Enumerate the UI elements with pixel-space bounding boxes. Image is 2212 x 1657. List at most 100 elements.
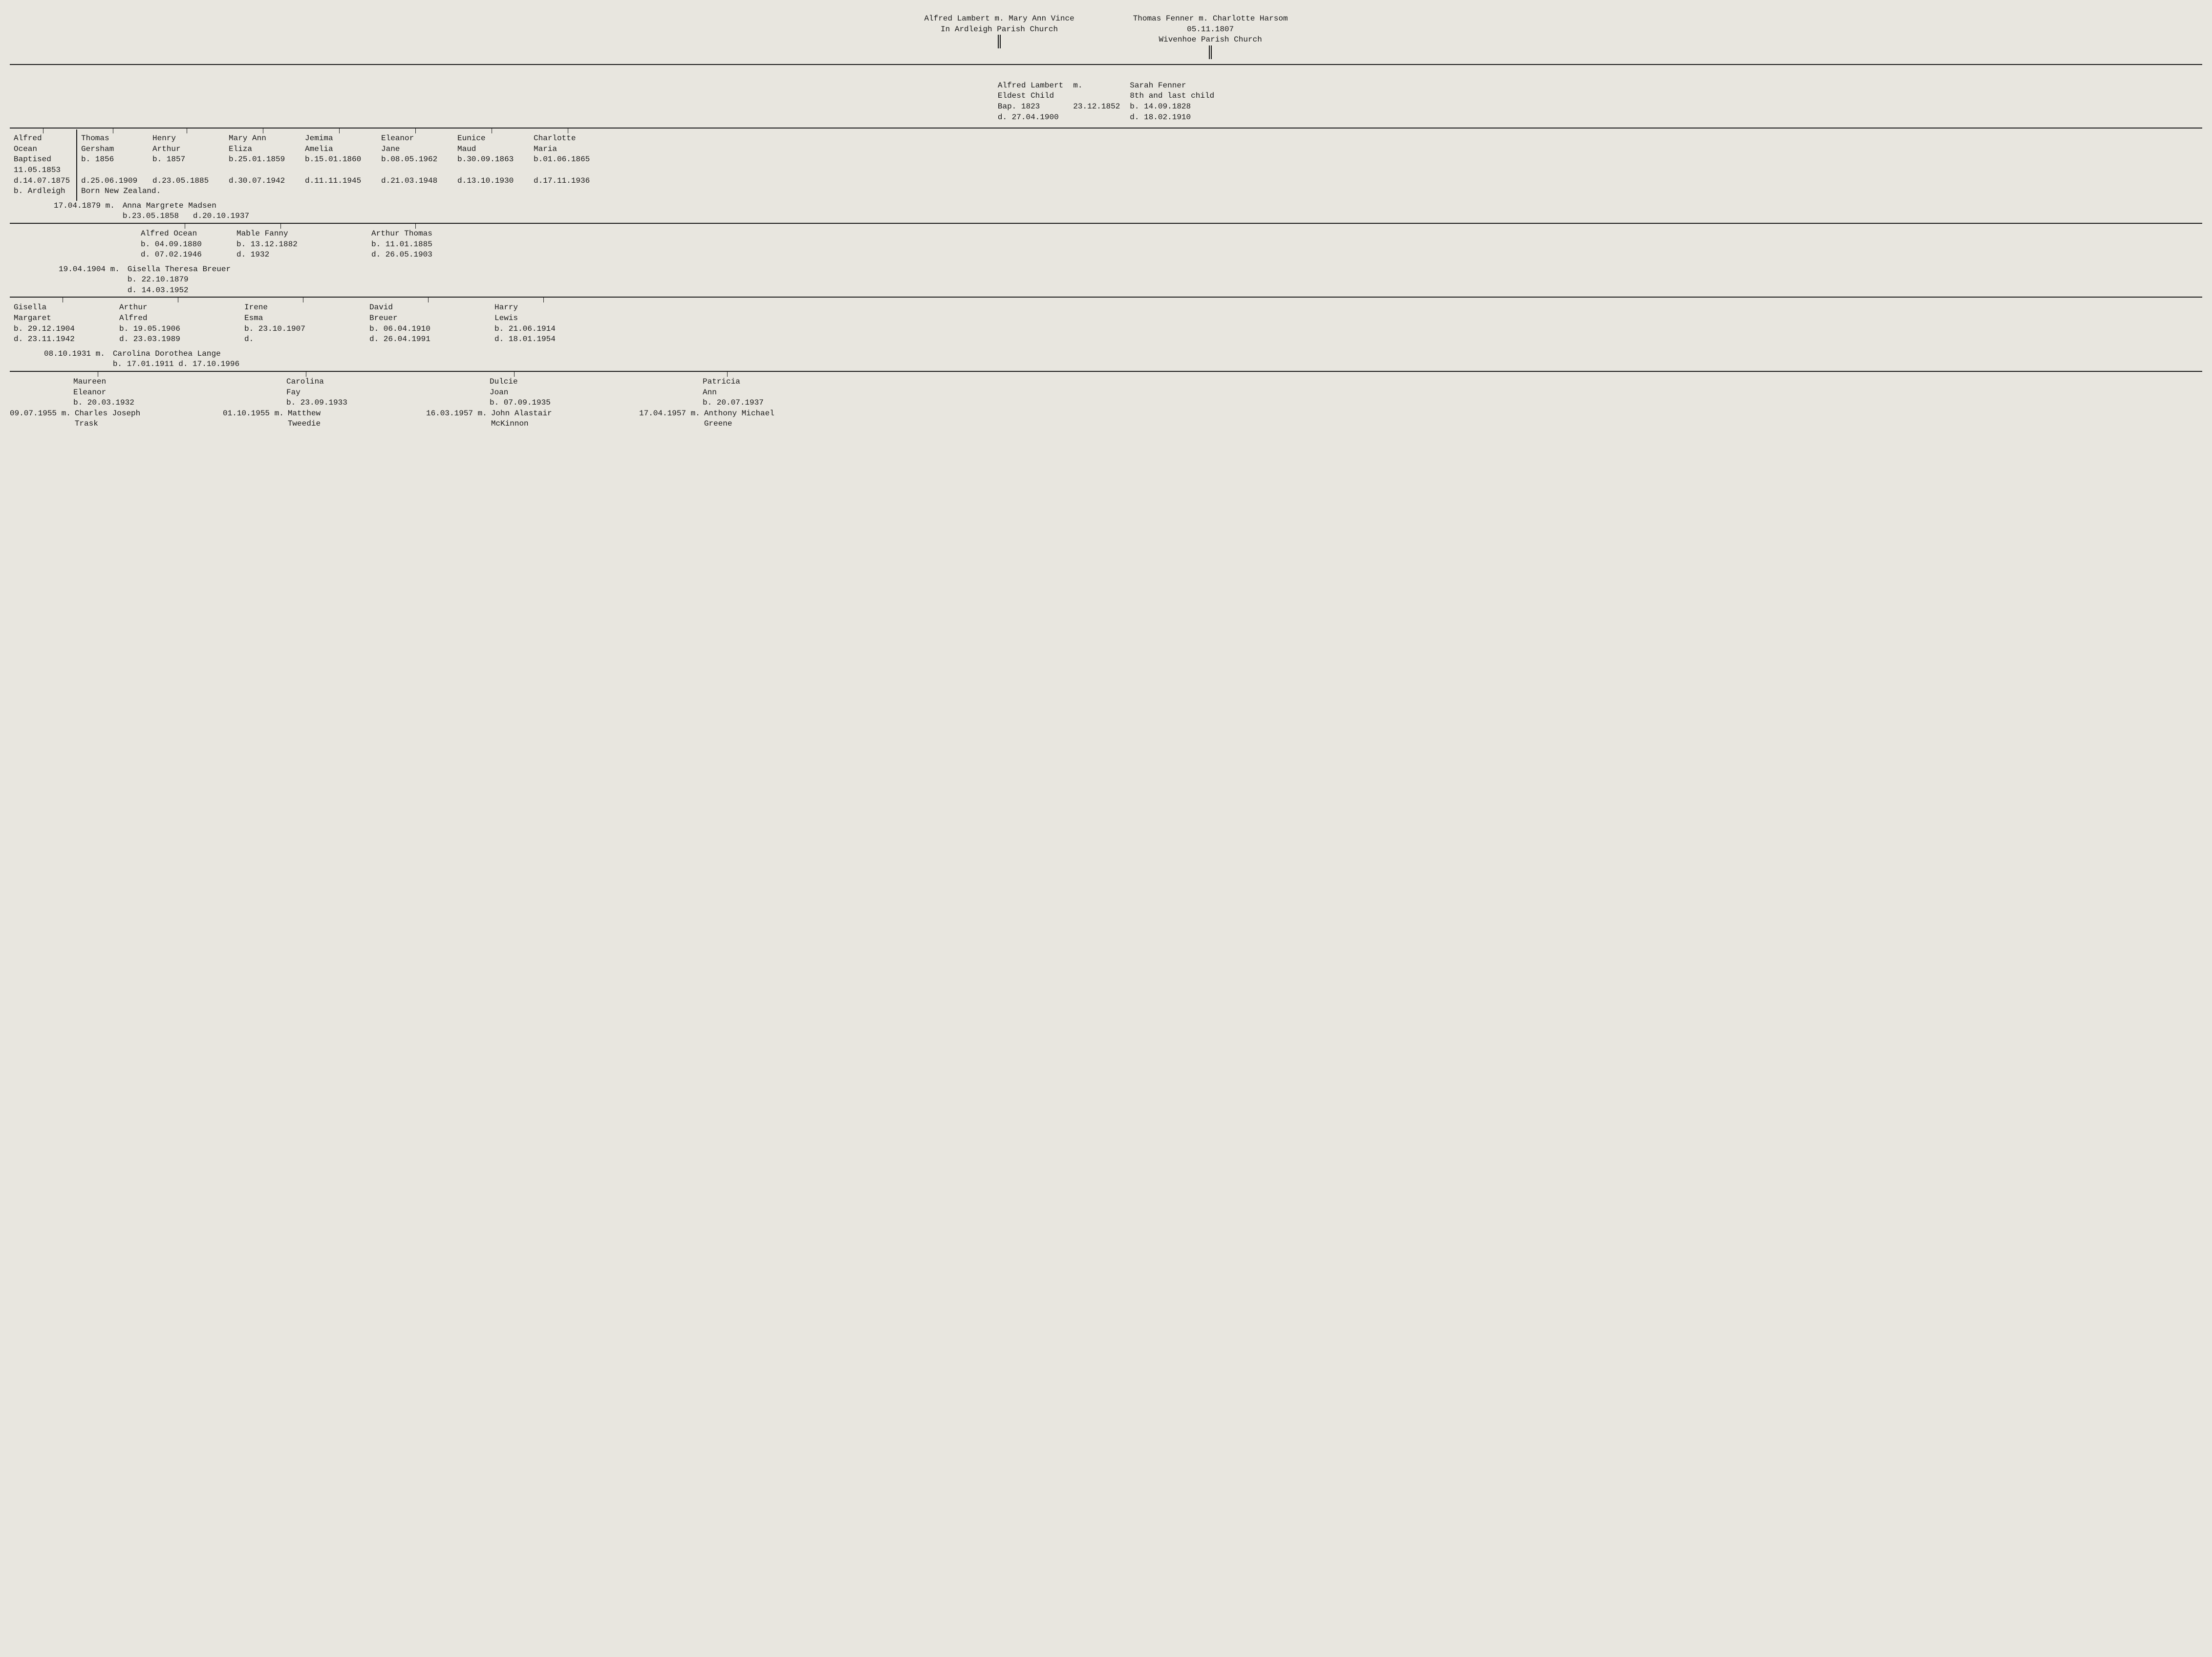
person-name: Mable Fanny: [236, 229, 324, 239]
person-name2: Eliza: [229, 144, 297, 155]
spouse-name1: Matthew: [288, 409, 321, 419]
gen6-person: Dulcie Joan b. 07.09.1935 16.03.1957 m. …: [426, 377, 639, 430]
marriage-date: 09.07.1955 m.: [10, 409, 71, 419]
person-death: d.17.11.1936: [534, 176, 602, 187]
gen3-person: Thomas Gersham b. 1856 d.25.06.1909 Born…: [77, 133, 149, 197]
marriage-date: 08.10.1931 m.: [44, 349, 113, 360]
gen2-left-note: Eldest Child: [998, 91, 1063, 102]
person-death: d. 07.02.1946: [141, 250, 229, 260]
person-name2: Eleanor: [73, 387, 225, 398]
gen2-row: Alfred Lambert Eldest Child Bap. 1823 d.…: [10, 66, 2202, 127]
tick-icon: [543, 298, 544, 302]
spouse-name: Gisella Theresa Breuer: [128, 264, 231, 275]
gen2-middle: m. 23.12.1852: [1073, 81, 1120, 123]
spouse-name1: Anthony Michael: [704, 409, 774, 419]
gen1-right-line3: Wivenhoe Parish Church: [1133, 35, 1288, 45]
spouse-name2: Trask: [75, 419, 140, 430]
person-birth: b. 29.12.1904: [14, 324, 111, 335]
gen3-person: Henry Arthur b. 1857 d.23.05.1885: [149, 133, 225, 186]
marriage-date: 17.04.1879 m.: [54, 201, 123, 212]
gen2-right-birth: b. 14.09.1828: [1130, 102, 1214, 112]
person-birth: b. 13.12.1882: [236, 239, 324, 250]
person-birth: b. 04.09.1880: [141, 239, 229, 250]
gen5-person: Arthur Alfred b. 19.05.1906 d. 23.03.198…: [115, 302, 240, 344]
spouse-name2: Greene: [704, 419, 774, 430]
connector-icon: [1209, 45, 1212, 59]
marriage-date: 17.04.1957 m.: [639, 409, 700, 419]
person-death: d. 23.03.1989: [119, 334, 236, 345]
marriage-date: 01.10.1955 m.: [223, 409, 284, 419]
tick-icon: [339, 129, 340, 133]
person-name1: Arthur: [119, 302, 236, 313]
gen2-right-death: d. 18.02.1910: [1130, 112, 1214, 123]
person-name2: Ocean: [14, 144, 72, 155]
marriage-date: 16.03.1957 m.: [426, 409, 487, 419]
person-birth: b.08.05.1962: [381, 154, 450, 165]
person-birth: b.25.01.1859: [229, 154, 297, 165]
person-birth: b.30.09.1863: [457, 154, 526, 165]
tick-icon: [415, 224, 416, 229]
gen2-right-note: 8th and last child: [1130, 91, 1214, 102]
gen5-person: Harry Lewis b. 21.06.1914 d. 18.01.1954: [491, 302, 596, 344]
spouse: Gisella Theresa Breuer b. 22.10.1879 d. …: [128, 264, 231, 296]
spouse-birth: b. 22.10.1879: [128, 275, 231, 285]
person-name2: Breuer: [369, 313, 487, 324]
gen2-mdate: 23.12.1852: [1073, 102, 1120, 112]
person-death: d.30.07.1942: [229, 176, 297, 187]
gen3-person: Eunice Maud b.30.09.1863 d.13.10.1930: [453, 133, 530, 186]
person-death: d. 1932: [236, 250, 324, 260]
person-name2: Maud: [457, 144, 526, 155]
person-name2: Fay: [286, 387, 423, 398]
person-death: d.21.03.1948: [381, 176, 450, 187]
person-name1: Alfred: [14, 133, 72, 144]
person-name1: Gisella: [14, 302, 111, 313]
tick-icon: [727, 372, 728, 377]
gen4-person: Arthur Thomas b. 11.01.1885 d. 26.05.190…: [367, 229, 463, 260]
gen1-row: Alfred Lambert m. Mary Ann Vince In Ardl…: [10, 10, 2202, 63]
person-name: Alfred Ocean: [141, 229, 229, 239]
spouse-name1: Charles Joseph: [75, 409, 140, 419]
tick-icon: [514, 372, 515, 377]
gen5-person: David Breuer b. 06.04.1910 d. 26.04.1991: [365, 302, 491, 344]
spouse-name2: Tweedie: [288, 419, 321, 430]
person-name2: Maria: [534, 144, 602, 155]
gen3-person: Eleanor Jane b.08.05.1962 d.21.03.1948: [377, 133, 453, 186]
person-name1: Mary Ann: [229, 133, 297, 144]
divider: [10, 223, 2202, 224]
person-name2: Joan: [490, 387, 636, 398]
tick-icon: [428, 298, 429, 302]
person-birth: b. 11.01.1885: [371, 239, 459, 250]
person-birth: b. 20.03.1932: [73, 398, 225, 409]
gen3-row: Alfred Ocean Baptised 11.05.1853 d.14.07…: [10, 129, 2202, 201]
person-death: d. 23.11.1942: [14, 334, 111, 345]
gen3-person: Charlotte Maria b.01.06.1865 d.17.11.193…: [530, 133, 606, 186]
person-death: d.: [244, 334, 362, 345]
person-name2: Ann: [703, 387, 849, 398]
person-name1: Dulcie: [490, 377, 636, 387]
spouse-death: d. 14.03.1952: [128, 285, 231, 296]
gen4-person: Mable Fanny b. 13.12.1882 d. 1932: [233, 229, 328, 260]
person-birth: b. 06.04.1910: [369, 324, 487, 335]
person-birth: b. 1857: [152, 154, 221, 165]
gen3-person: Mary Ann Eliza b.25.01.1859 d.30.07.1942: [225, 133, 301, 186]
person-note: Born New Zealand.: [81, 186, 145, 197]
divider: [10, 64, 2202, 65]
gen3-person: Jemima Amelia b.15.01.1860 d.11.11.1945: [301, 133, 377, 186]
person-name1: David: [369, 302, 487, 313]
gen1-right-line1: Thomas Fenner m. Charlotte Harsom: [1133, 14, 1288, 24]
person-death: d.14.07.1875: [14, 176, 72, 187]
person-birth: b. 1856: [81, 154, 145, 165]
spouse-dates: b. 17.01.1911 d. 17.10.1996: [113, 359, 239, 370]
person-death: d.11.11.1945: [305, 176, 373, 187]
person-name2: Gersham: [81, 144, 145, 155]
spouse-death: d.20.10.1937: [193, 212, 249, 220]
gen3-marriage: 17.04.1879 m. Anna Margrete Madsen b.23.…: [10, 201, 2202, 222]
person-l3: Baptised: [14, 154, 72, 165]
gen5-row: Gisella Margaret b. 29.12.1904 d. 23.11.…: [10, 299, 2202, 348]
person-birth: b.15.01.1860: [305, 154, 373, 165]
person-name1: Maureen: [73, 377, 225, 387]
gen2-m: m.: [1073, 81, 1120, 91]
person-name2: Arthur: [152, 144, 221, 155]
spouse-name1: John Alastair: [491, 409, 552, 419]
gen1-left-line2: In Ardleigh Parish Church: [924, 24, 1074, 35]
